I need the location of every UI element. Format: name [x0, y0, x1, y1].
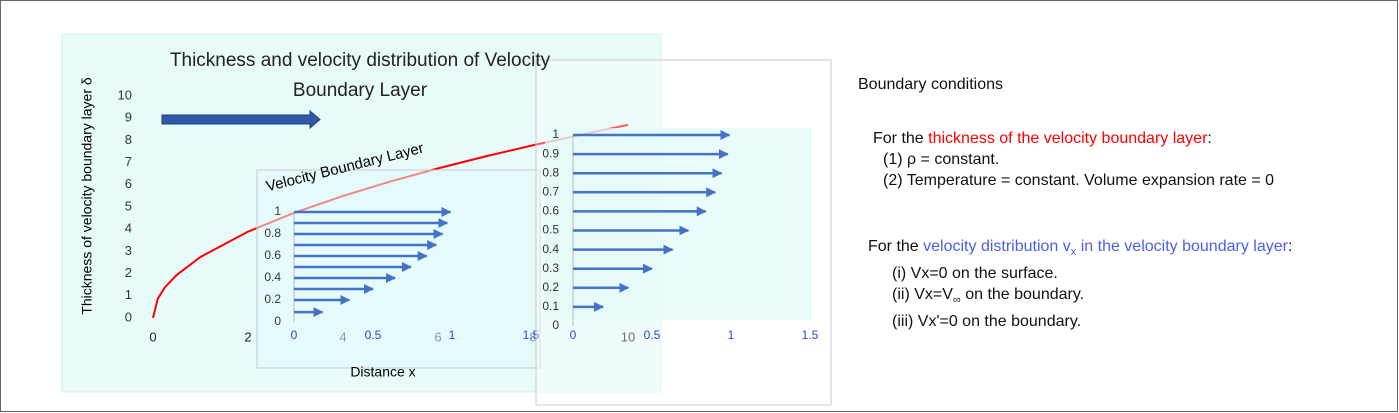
- highlight: thickness of the velocity boundary layer: [928, 130, 1208, 147]
- highlight: velocity distribution vx in the velocity…: [923, 238, 1288, 259]
- y-tick-label: 6: [125, 176, 132, 191]
- y-tick-label: 0: [552, 318, 559, 332]
- condition: (1) ρ = constant.: [883, 151, 1000, 168]
- thickness-conditions: For the thickness of the velocity bounda…: [858, 128, 1292, 191]
- text: on the boundary.: [965, 286, 1085, 304]
- chart-title: Thickness and velocity distribution of V…: [169, 50, 551, 101]
- y-tick-label: 0.1: [542, 299, 559, 313]
- condition: (i) Vx=0 on the surface.: [892, 265, 1058, 283]
- x-tick-label: 0.5: [365, 328, 382, 342]
- y-tick-label: 2: [125, 265, 132, 280]
- profile-panel: [545, 128, 812, 320]
- subscript: x: [1070, 246, 1077, 259]
- x-tick-label: 10: [621, 329, 635, 344]
- y-axis-label: Thickness of velocity boundary layer δ: [79, 77, 95, 315]
- x-tick-label: 1.5: [523, 328, 540, 342]
- y-tick-label: 0.8: [264, 226, 281, 240]
- text: For the: [868, 238, 919, 255]
- text: velocity distribution v: [923, 238, 1071, 255]
- x-tick-label: 0: [570, 328, 577, 342]
- condition: (ii) Vx=V∞ on the boundary.: [868, 284, 1292, 311]
- condition: (iii) Vx'=0 on the boundary.: [892, 313, 1082, 331]
- x-tick-label: 0.5: [644, 328, 661, 342]
- notes: Boundary conditions For the thickness of…: [858, 74, 1292, 332]
- text: For the: [873, 130, 924, 147]
- y-tick-label: 0.9: [542, 146, 559, 160]
- y-tick-label: 0.3: [542, 261, 559, 275]
- y-tick-label: 0.6: [542, 204, 559, 218]
- y-tick-label: 9: [125, 110, 132, 125]
- y-tick-label: 5: [125, 198, 132, 213]
- y-tick-label: 3: [125, 243, 132, 258]
- x-tick-label: 1.5: [802, 328, 819, 342]
- x-axis-label: Distance x: [350, 364, 415, 380]
- y-tick-label: 7: [125, 154, 132, 169]
- text: :: [1287, 238, 1293, 255]
- y-tick-label: 10: [118, 87, 132, 102]
- y-tick-label: 0.2: [264, 292, 281, 306]
- y-tick-label: 0.2: [542, 280, 559, 294]
- velocity-conditions: For the velocity distribution vx in the …: [858, 236, 1292, 332]
- x-tick-label: 1: [728, 328, 735, 342]
- x-tick-label: 0: [149, 329, 156, 344]
- y-tick-label: 0.8: [542, 165, 559, 179]
- y-tick-label: 0.6: [264, 248, 281, 262]
- flow-arrow: [161, 109, 321, 130]
- text: :: [1207, 130, 1212, 147]
- text: in the velocity boundary layer: [1080, 238, 1288, 255]
- y-tick-label: 4: [125, 221, 132, 236]
- condition: (2) Temperature = constant. Volume expan…: [883, 172, 1275, 189]
- x-tick-label: 0: [291, 328, 298, 342]
- y-tick-label: 1: [274, 204, 281, 218]
- y-tick-label: 8: [125, 132, 132, 147]
- y-tick-label: 1: [552, 127, 559, 141]
- y-tick-label: 0.7: [542, 184, 559, 198]
- subscript: ∞: [952, 294, 961, 307]
- profile-panel: [256, 169, 541, 369]
- x-tick-label: 2: [244, 329, 251, 344]
- y-tick-label: 0.4: [542, 242, 559, 256]
- y-tick-label: 0: [274, 314, 281, 328]
- y-tick-label: 0.4: [264, 270, 281, 284]
- text: (ii) Vx=V: [892, 286, 953, 304]
- notes-heading: Boundary conditions: [858, 76, 1003, 93]
- y-tick-label: 0.5: [542, 223, 559, 237]
- y-tick-label: 0: [125, 309, 132, 324]
- y-tick-label: 1: [125, 287, 132, 302]
- x-tick-label: 1: [449, 328, 456, 342]
